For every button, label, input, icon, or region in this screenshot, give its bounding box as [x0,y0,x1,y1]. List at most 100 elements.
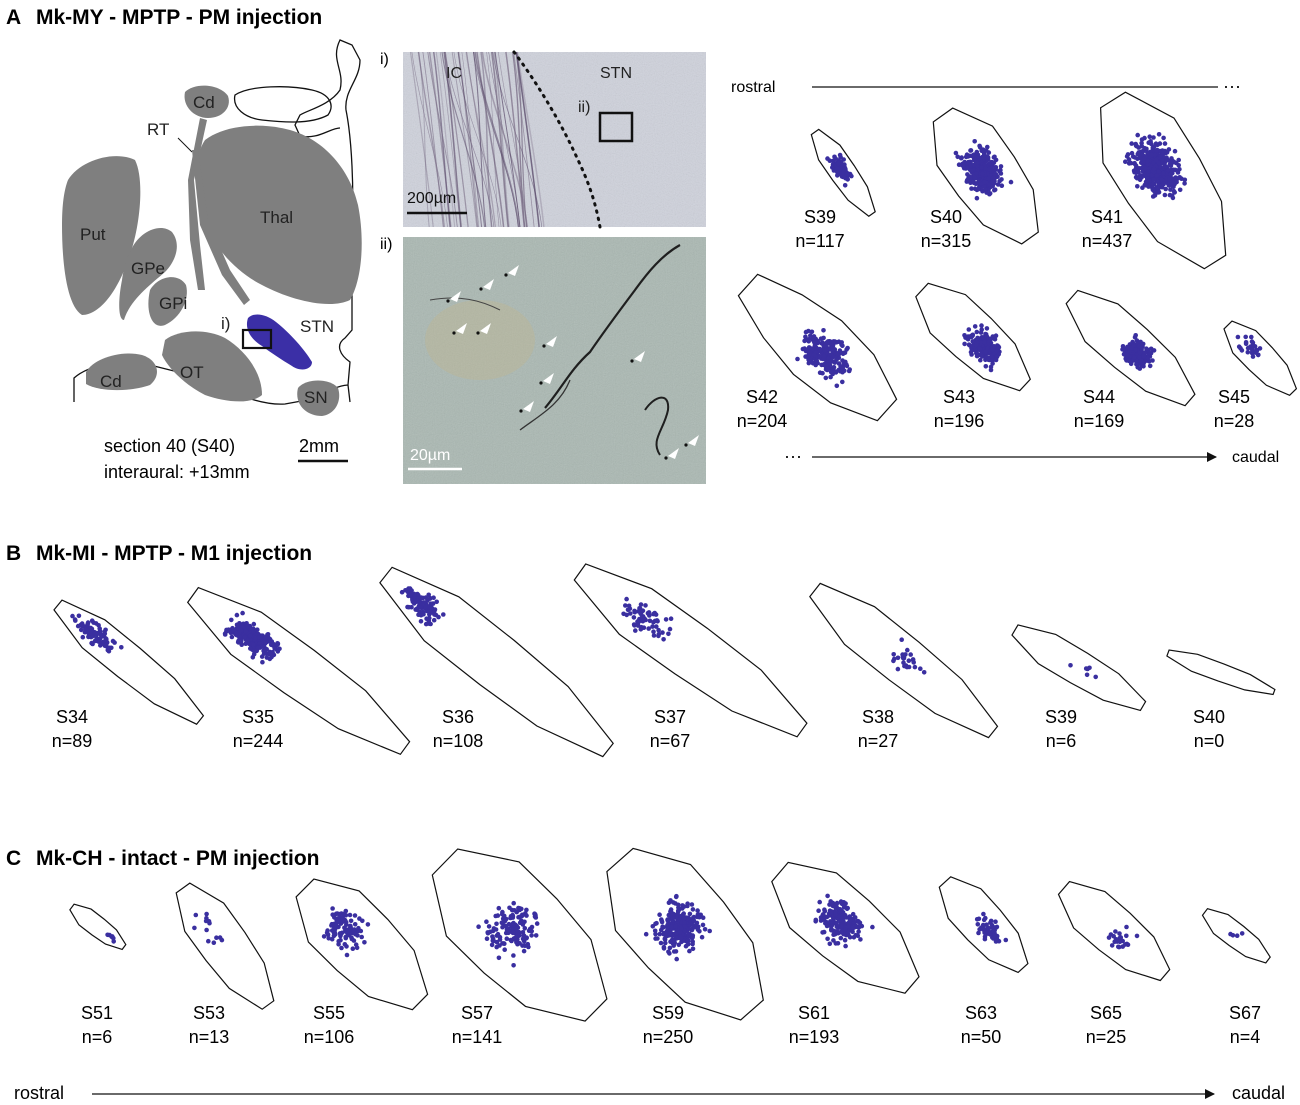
stn-outline [379,566,614,758]
labeled-neuron-dot [255,645,261,650]
panel-b: B Mk-MI - MPTP - M1 injection S34 n=89 S35… [6,542,1276,758]
section-count: n=27 [858,731,899,751]
labeled-neuron-dot [979,354,985,359]
labeled-neuron-dot [522,943,528,948]
labeled-neuron-dot [522,926,528,931]
bouton-arrow-icon [546,336,557,347]
labeled-neuron-dot [326,936,332,941]
labeled-neuron-dot [272,646,278,651]
fiber-streak [427,51,458,228]
labeled-neuron-dot [511,900,516,906]
labeled-neuron-dot [820,912,826,917]
labeled-neuron-dot [263,634,269,640]
labeled-neuron-dot [624,596,629,602]
labeled-neuron-dot [1137,366,1143,371]
labeled-neuron-dot [657,931,663,937]
labeled-neuron-dot [1158,154,1163,159]
labeled-neuron-dot [344,928,350,934]
labeled-neuron-dot [234,612,240,618]
fiber-streak [505,51,526,228]
labeled-neuron-dot [507,905,512,911]
labeled-neuron-dot [1109,943,1115,948]
labeled-neuron-dot [663,940,668,946]
labeled-neuron-dot [431,617,437,623]
labeled-neuron-dot [980,335,986,341]
labeled-neuron-dot [982,930,987,935]
section-s55: S55 n=106 [295,878,429,1047]
labeled-neuron-dot [657,912,662,917]
labeled-neuron-dot [658,940,664,946]
labeled-neuron-dot [1116,944,1122,950]
section-count: n=50 [961,1027,1002,1047]
labeled-neuron-dot [513,935,518,940]
labeled-neuron-dot [342,925,347,931]
labeled-neuron-dot [991,344,997,349]
panel-a-title: Mk-MY - MPTP - PM injection [36,6,322,29]
labeled-neuron-dot [892,656,897,662]
fiber-streak [516,51,545,228]
labeled-neuron-dot [1133,163,1139,168]
labeled-neuron-dot [420,610,425,616]
labeled-neuron-dot [838,154,843,160]
labeled-neuron-dot [193,912,199,918]
section-s42: S42 n=204 [737,273,898,431]
labeled-neuron-dot [1253,350,1258,355]
section-name: S40 [930,207,962,227]
section-name: S42 [746,387,778,407]
labeled-neuron-dot [1147,134,1152,139]
section-s53: S53 n=13 [175,882,275,1047]
labeled-neuron-dot [93,621,99,626]
labeled-neuron-dot [83,627,88,632]
labeled-neuron-dot [840,379,845,385]
stn-outline [915,282,1032,392]
micrograph-ii-label: ii) [380,236,392,253]
labeled-neuron-dot [840,369,845,375]
labeled-neuron-dot [1156,189,1162,195]
labeled-neuron-dot [976,930,981,936]
section-count: n=6 [82,1027,113,1047]
labeled-neuron-dot [506,921,512,927]
labeled-neuron-dot [352,913,358,918]
labeled-neuron-dot [1151,177,1157,182]
labeled-neuron-dot [640,614,645,620]
labeled-neuron-dot [621,611,626,617]
region-thalamus [195,125,362,305]
stn-outline [737,273,898,422]
label-box-i: i) [221,314,230,333]
fiber-streak [481,51,528,228]
labeled-neuron-dot [837,348,843,353]
labeled-neuron-dot [976,187,981,192]
labeled-neuron-dot [517,920,523,925]
fiber-streak [453,51,502,228]
micrograph-i-ic-label: IC [446,65,462,82]
labeled-neuron-dot [497,937,503,942]
labeled-neuron-dot [1155,185,1160,190]
labeled-neuron-dot [1156,160,1161,166]
labeled-neuron-dot [839,342,844,347]
labeled-neuron-dot [484,936,490,941]
labeled-neuron-dot [231,627,236,633]
labeled-neuron-dot [88,625,93,631]
labeled-neuron-dot [966,342,972,348]
labeled-neuron-dot [234,622,240,628]
bouton-arrow-icon [688,435,699,446]
stn-outline [938,876,1029,974]
labeled-neuron-dot [989,922,995,928]
panel-a: A Mk-MY - MPTP - PM injection Cd RT Thal… [6,6,1298,484]
labeled-neuron-dot [1164,158,1169,163]
labeled-neuron-dot [806,349,811,354]
labeled-neuron-dot [813,917,819,923]
labeled-neuron-dot [990,361,995,366]
labeled-neuron-dot [261,651,267,656]
labeled-neuron-dot [831,341,836,347]
region-caudate-dorsal [184,85,229,118]
labeled-neuron-dot [516,905,521,911]
labeled-neuron-dot [432,607,438,612]
bouton-arrow-icon [483,279,494,290]
labeled-neuron-dot [1250,354,1256,359]
labeled-neuron-dot [966,177,971,182]
fiber-streak [486,51,500,228]
bouton-arrow-icon [543,373,554,384]
labeled-neuron-dot [1169,193,1175,198]
fiber-streak [457,51,483,228]
